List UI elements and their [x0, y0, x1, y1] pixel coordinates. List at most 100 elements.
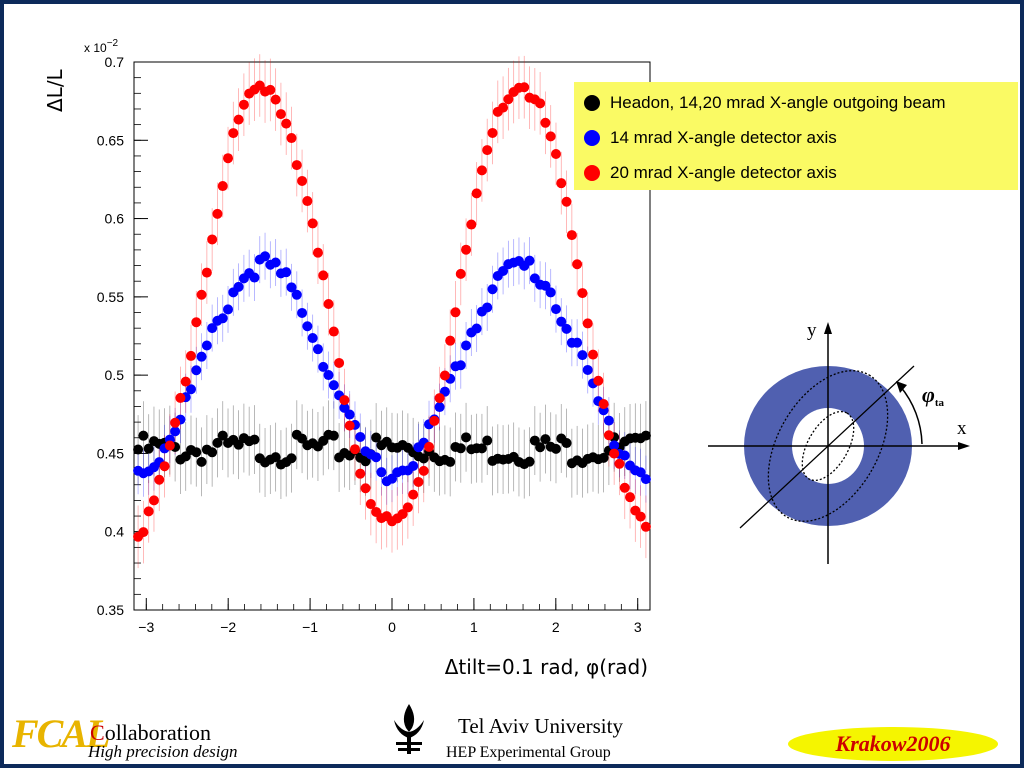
- data-point: [545, 287, 556, 298]
- data-point: [439, 370, 450, 381]
- y-tick-label: 0.55: [97, 289, 124, 305]
- event-name: Krakow: [835, 731, 907, 756]
- data-point: [476, 165, 487, 176]
- data-point: [344, 409, 355, 420]
- diagram-x-arrowhead: [958, 442, 970, 450]
- data-point: [196, 456, 207, 467]
- legend-label: 20 mrad X-angle detector axis: [610, 163, 837, 182]
- x-tick-label: −3: [138, 619, 154, 635]
- data-point: [577, 288, 588, 299]
- data-point: [572, 337, 583, 348]
- data-point: [603, 415, 614, 426]
- data-point: [323, 370, 334, 381]
- data-point: [455, 443, 466, 454]
- data-point: [434, 402, 445, 413]
- data-point: [148, 495, 159, 506]
- x-tick-label: −2: [220, 619, 236, 635]
- event-badge: Krakow 2006: [788, 727, 998, 761]
- data-point: [217, 430, 228, 441]
- data-point: [413, 476, 424, 487]
- data-point: [461, 244, 472, 255]
- collaboration-title: Collaboration: [90, 720, 211, 746]
- data-point: [476, 443, 487, 454]
- data-point: [640, 430, 651, 441]
- data-point: [482, 145, 493, 156]
- data-point: [556, 178, 567, 189]
- data-point: [572, 259, 583, 270]
- data-point: [275, 109, 286, 120]
- diagram-angle-arc: [899, 385, 923, 445]
- x-tick-label: 3: [634, 619, 642, 635]
- data-point: [138, 430, 149, 441]
- data-point: [191, 447, 202, 458]
- data-point: [519, 82, 530, 93]
- data-point: [207, 447, 218, 458]
- collaboration-rest: ollaboration: [104, 720, 211, 745]
- group-name: HEP Experimental Group: [446, 744, 611, 761]
- data-point: [487, 127, 498, 138]
- diagram-y-arrowhead: [824, 322, 832, 334]
- data-point: [297, 175, 308, 186]
- data-point: [334, 357, 345, 368]
- data-point: [503, 94, 514, 105]
- data-point: [154, 474, 165, 485]
- data-point: [588, 349, 599, 360]
- data-point: [429, 415, 440, 426]
- data-point: [302, 196, 313, 207]
- data-point: [217, 181, 228, 192]
- data-point: [143, 506, 154, 517]
- x-tick-label: −1: [302, 619, 318, 635]
- data-point: [291, 289, 302, 300]
- data-point: [408, 489, 419, 500]
- data-point: [349, 444, 360, 455]
- data-point: [355, 431, 366, 442]
- diagram-tilted-outer-ellipse: [767, 370, 889, 522]
- data-point: [175, 392, 186, 403]
- data-point: [397, 509, 408, 520]
- diagram-angle-arrowhead: [896, 381, 907, 393]
- data-point: [561, 323, 572, 334]
- data-point: [640, 521, 651, 532]
- data-point: [445, 456, 456, 467]
- data-point: [577, 350, 588, 361]
- y-axis-label: ΔL/L: [43, 68, 67, 112]
- legend-marker: [584, 95, 600, 111]
- legend-marker: [584, 130, 600, 146]
- data-point: [185, 384, 196, 395]
- data-point: [328, 430, 339, 441]
- data-point: [286, 282, 297, 293]
- data-point: [434, 393, 445, 404]
- legend-marker: [584, 165, 600, 181]
- data-point: [535, 98, 546, 109]
- data-point: [524, 456, 535, 467]
- x-tick-label: 1: [470, 619, 478, 635]
- data-point: [228, 128, 239, 139]
- data-point: [233, 281, 244, 292]
- data-point: [603, 430, 614, 441]
- event-year: 2006: [906, 731, 951, 756]
- data-point: [550, 304, 561, 315]
- data-point: [471, 188, 482, 199]
- data-point: [466, 219, 477, 230]
- data-point: [635, 467, 646, 478]
- legend-item-20mrad: 20 mrad X-angle detector axis: [584, 161, 837, 185]
- data-point: [376, 467, 387, 478]
- data-point: [598, 399, 609, 410]
- y-tick-label: 0.6: [105, 211, 125, 227]
- data-point: [191, 365, 202, 376]
- data-point: [545, 131, 556, 142]
- diagram-x-label: x: [957, 418, 967, 439]
- data-point: [550, 443, 561, 454]
- diagram-tilted-inner-ellipse: [801, 410, 855, 482]
- data-point: [582, 364, 593, 375]
- tilt-diagram: y x φta: [708, 320, 970, 564]
- data-point: [323, 299, 334, 310]
- x-tick-label: 2: [552, 619, 560, 635]
- data-point: [455, 268, 466, 279]
- data-point: [619, 482, 630, 493]
- diagram-tilt-axis: [739, 365, 915, 529]
- collaboration-initial: C: [90, 720, 105, 745]
- x-axis-label: Δtilt=0.1 rad, φ(rad): [445, 655, 648, 679]
- data-point: [318, 361, 329, 372]
- diagram-y-label: y: [807, 320, 817, 341]
